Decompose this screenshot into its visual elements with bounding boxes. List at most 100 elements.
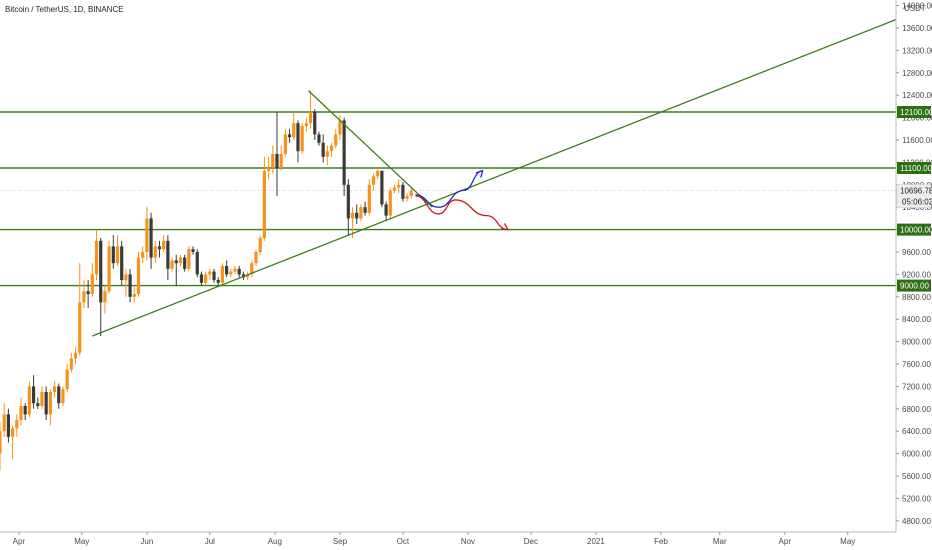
- candle-body: [162, 240, 166, 250]
- trendline-resistance: [308, 90, 433, 208]
- candle-body: [90, 274, 94, 294]
- time-axis[interactable]: Apr May Jun Jul Aug Sep Oct Nov Dec 2021 Feb Mar Apr…: [13, 532, 856, 546]
- y-tick-label: 13600.00: [902, 24, 932, 33]
- level-tag-9000: [897, 279, 931, 292]
- scenario-path-bearish: [415, 195, 508, 231]
- y-tick-label: 12800.00: [902, 69, 932, 78]
- candle-body: [246, 274, 250, 278]
- candle-body: [86, 291, 90, 294]
- candle-body: [204, 274, 208, 283]
- y-tick-label: 5600.00: [902, 472, 931, 481]
- y-tick-label: 9600.00: [902, 248, 931, 257]
- candle-body: [258, 238, 262, 252]
- candle-body: [36, 403, 40, 406]
- candle-body: [380, 170, 384, 205]
- y-tick-label: 6000.00: [902, 450, 931, 459]
- y-tick-label: 4800.00: [902, 517, 931, 526]
- candle-body: [233, 268, 237, 272]
- candle-body: [384, 204, 388, 216]
- candle-body: [19, 406, 23, 420]
- bar-countdown-label: 05:06:02: [902, 198, 932, 207]
- x-tick-label: Mar: [713, 537, 727, 546]
- candle-body: [392, 187, 397, 191]
- level-tag-10000: [897, 223, 931, 236]
- candle-body: [405, 196, 409, 199]
- y-tick-label: 11600.00: [902, 136, 932, 145]
- candle-body: [115, 246, 120, 264]
- x-tick-label: Apr: [779, 537, 792, 546]
- trendline-support: [92, 18, 897, 337]
- candle-body: [128, 274, 132, 297]
- x-tick-label: Oct: [397, 537, 410, 546]
- level-tag-label: 11100.00: [900, 164, 932, 173]
- candle-body: [409, 190, 413, 196]
- price-axis-tags: 12100.00 11100.00 10000.00 9000.00 10696.78 0…: [896, 106, 932, 292]
- chart-title: Bitcoin / TetherUS, 1D, BINANCE: [5, 5, 124, 14]
- candle-body: [132, 294, 136, 297]
- x-tick-label: Dec: [524, 537, 538, 546]
- x-tick-label: May: [74, 537, 89, 546]
- y-tick-label: 12400.00: [902, 91, 932, 100]
- x-tick-label: May: [840, 537, 855, 546]
- candle-body: [313, 112, 317, 135]
- candle-body: [300, 126, 304, 152]
- candle-body: [296, 123, 300, 152]
- candle-body: [65, 369, 69, 390]
- candle-body: [2, 414, 6, 432]
- candle-body: [363, 207, 367, 213]
- candle-body: [40, 392, 44, 406]
- candle-body: [229, 271, 233, 275]
- x-tick-label: Nov: [461, 537, 475, 546]
- candle-body: [292, 123, 296, 138]
- candle-body: [266, 168, 271, 171]
- candle-body: [73, 352, 78, 359]
- candle-body: [212, 271, 216, 280]
- scenario-arrowhead-bearish: [500, 223, 509, 231]
- candle-body: [225, 266, 229, 275]
- candle-body: [397, 184, 401, 188]
- candle-body: [48, 392, 52, 415]
- candle-body: [157, 246, 162, 250]
- candle-body: [334, 134, 338, 146]
- level-tag-11100: [897, 162, 931, 174]
- candle-body: [187, 249, 191, 269]
- last-price-tag: [896, 184, 932, 208]
- scenario-arrowhead-bullish: [475, 169, 484, 178]
- level-tag-label: 12100.00: [900, 108, 932, 117]
- x-tick-label: Aug: [268, 537, 282, 546]
- candle-body: [111, 246, 115, 264]
- candle-body: [10, 428, 15, 437]
- y-tick-label: 12000.00: [902, 114, 932, 123]
- y-tick-label: 6400.00: [902, 427, 931, 436]
- candle-body: [149, 218, 153, 258]
- candle-body: [199, 274, 204, 283]
- candle-body: [338, 120, 342, 135]
- x-tick-label: Apr: [13, 537, 26, 546]
- y-tick-label: 14000.00: [902, 2, 932, 11]
- candle-body: [287, 134, 292, 138]
- candle-body: [350, 212, 355, 219]
- candle-body: [15, 420, 19, 429]
- x-tick-label: Jul: [205, 537, 215, 546]
- x-tick-label: Sep: [333, 537, 348, 546]
- y-tick-label: 7600.00: [902, 360, 931, 369]
- candle-body: [371, 176, 376, 185]
- y-tick-label: 5200.00: [902, 494, 931, 503]
- candle-body: [174, 260, 178, 264]
- candle-body: [170, 260, 174, 269]
- candle-body: [275, 154, 279, 168]
- candle-body: [78, 302, 82, 353]
- candle-body: [321, 142, 325, 157]
- candle-body: [216, 280, 220, 283]
- y-tick-label: 7200.00: [902, 382, 931, 391]
- candle-body: [183, 257, 187, 269]
- candle-body: [69, 358, 73, 370]
- candle-body: [136, 257, 141, 294]
- last-price-label: 10696.78: [900, 187, 932, 196]
- candle-body: [94, 240, 99, 275]
- projection-arrows: [415, 169, 509, 231]
- candle-body: [145, 218, 149, 252]
- level-tag-label: 10000.00: [900, 226, 932, 235]
